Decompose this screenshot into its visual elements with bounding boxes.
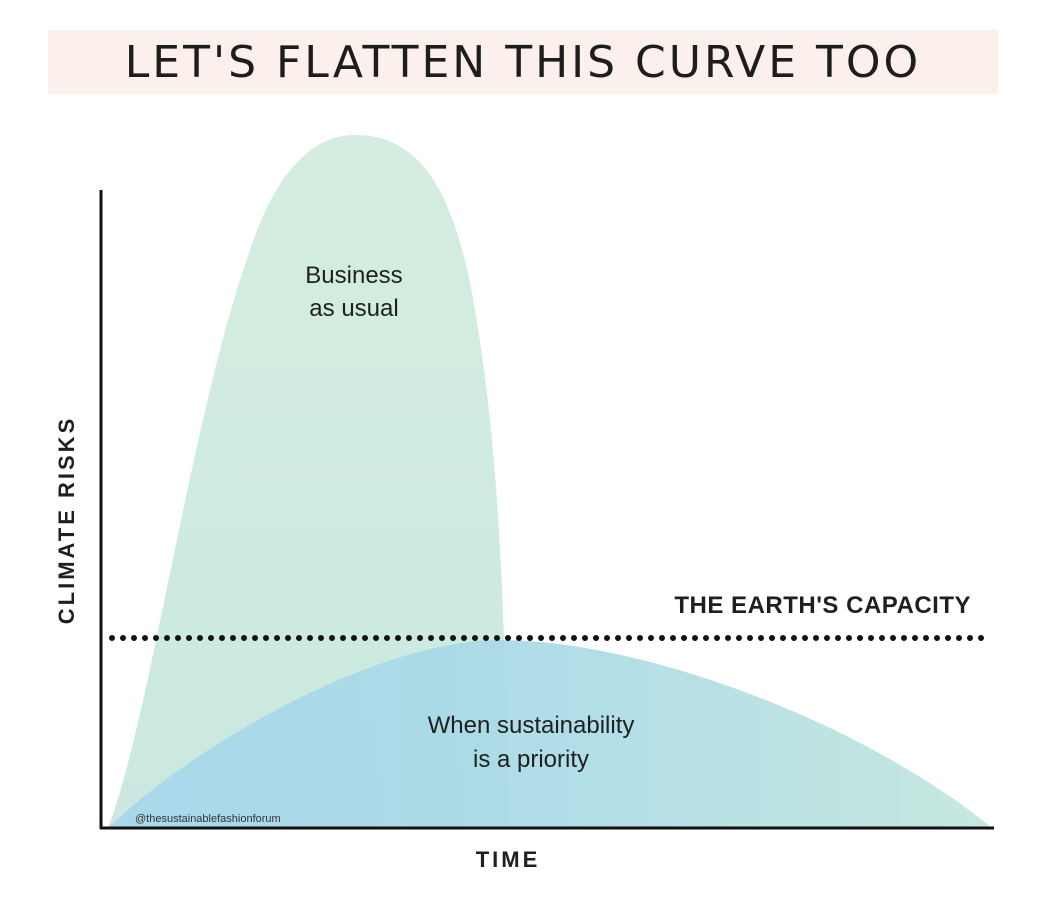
y-axis-label: CLIMATE RISKS [54, 416, 79, 624]
business-label-line-2: as usual [309, 295, 398, 322]
x-axis-label: TIME [476, 847, 541, 872]
capacity-label: THE EARTH'S CAPACITY [674, 592, 971, 619]
sustainability-label-line-2: is a priority [473, 746, 589, 773]
sustainability-curve [108, 640, 992, 828]
business-label-line-1: Business [305, 262, 402, 289]
sustainability-label-line-1: When sustainability [428, 712, 635, 739]
page-title: LET'S FLATTEN THIS CURVE TOO [124, 36, 922, 88]
credit-watermark: @thesustainablefashionforum [135, 813, 281, 825]
title-band: LET'S FLATTEN THIS CURVE TOO [48, 30, 998, 94]
business-as-usual-curve [108, 135, 508, 828]
